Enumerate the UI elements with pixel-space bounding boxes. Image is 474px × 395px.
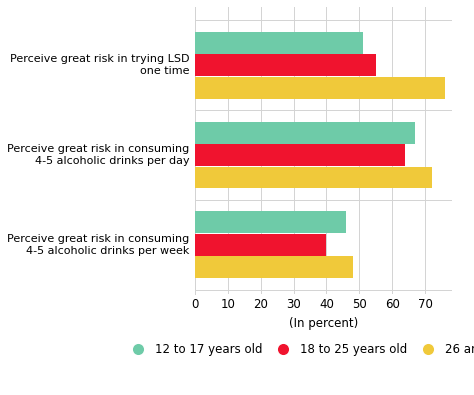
Bar xyxy=(195,54,376,76)
X-axis label: (In percent): (In percent) xyxy=(289,317,358,330)
Bar xyxy=(195,211,346,233)
Bar xyxy=(195,144,405,166)
Bar xyxy=(195,256,353,278)
Bar xyxy=(195,122,415,144)
Bar xyxy=(195,32,363,54)
Bar xyxy=(195,234,327,256)
Legend: 12 to 17 years old, 18 to 25 years old, 26 and older: 12 to 17 years old, 18 to 25 years old, … xyxy=(124,340,474,358)
Bar xyxy=(195,77,445,99)
Bar xyxy=(195,167,432,188)
